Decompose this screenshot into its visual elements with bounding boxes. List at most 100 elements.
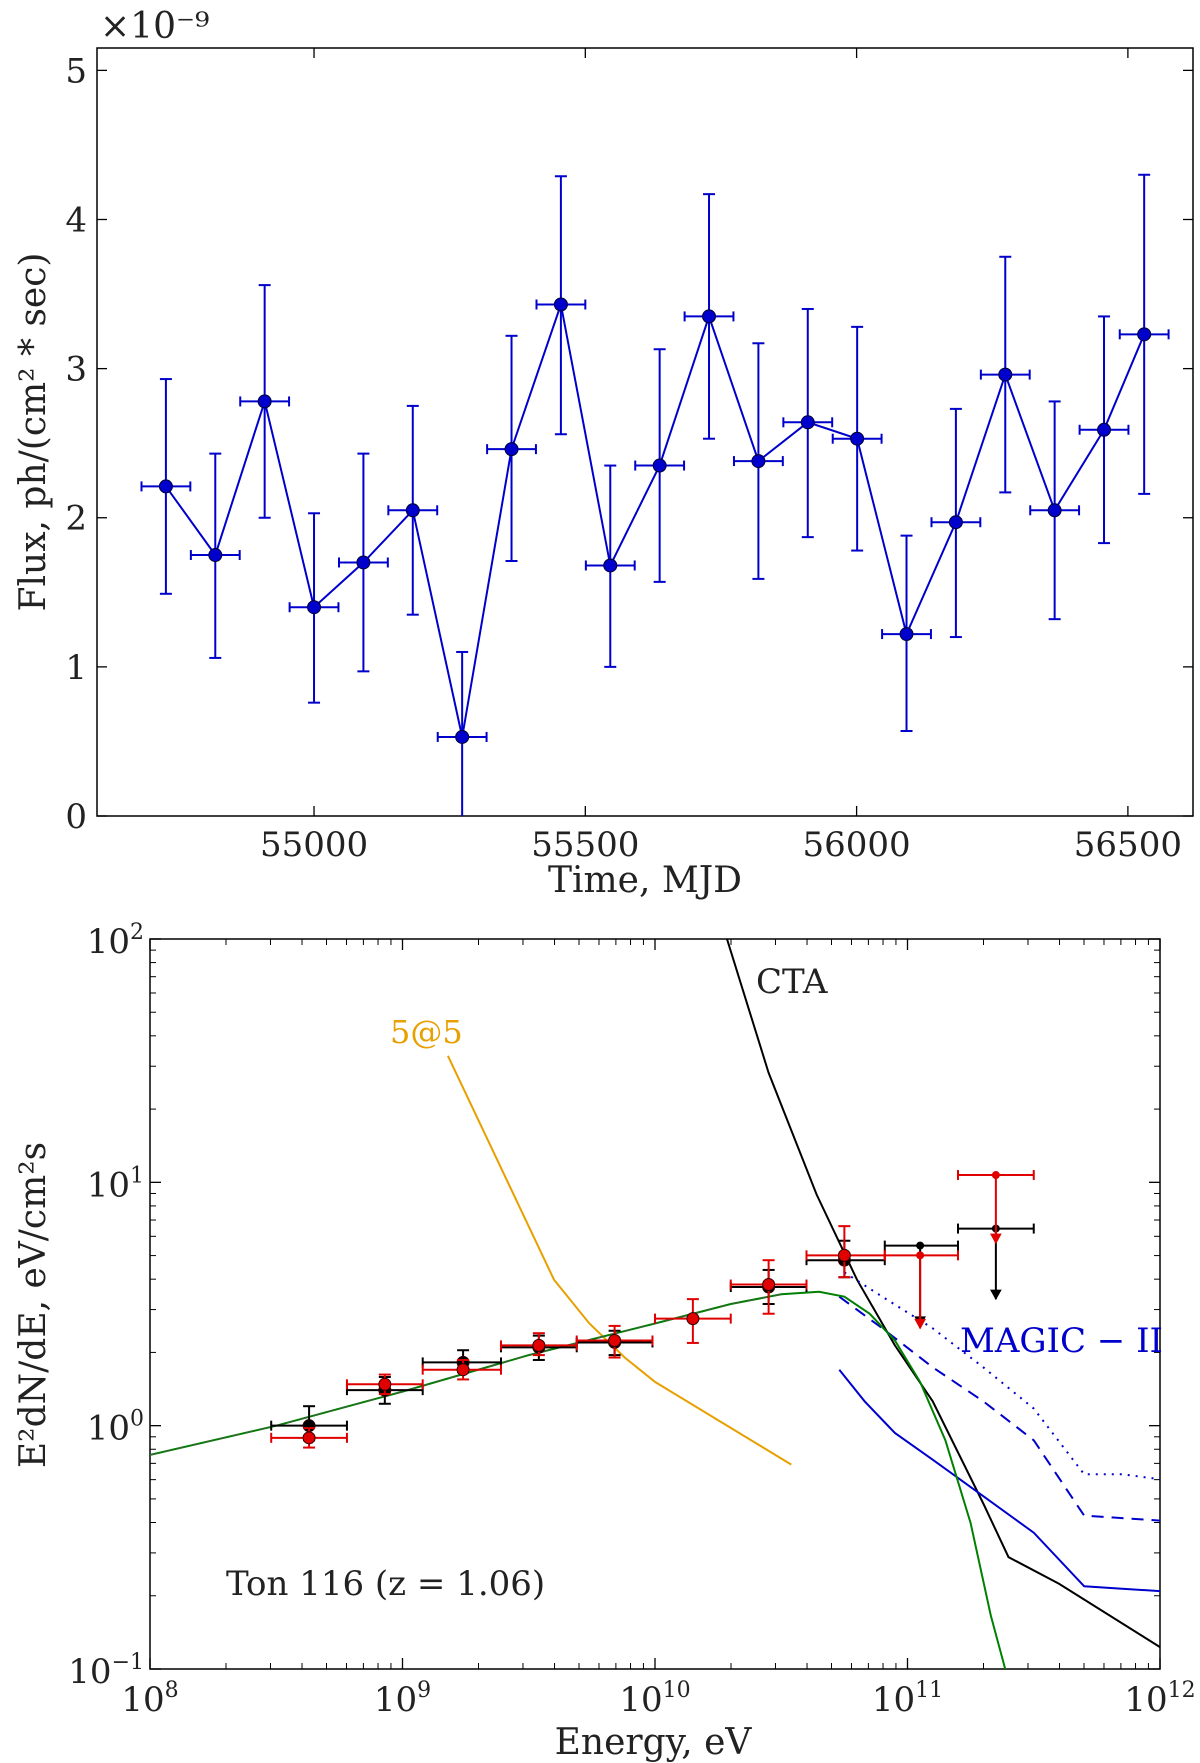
lightcurve-point <box>979 255 1031 494</box>
lightcurve-marker <box>948 515 963 530</box>
sed-data-points <box>270 1170 1035 1449</box>
y-tick-label: 1 <box>65 648 87 688</box>
magic-ii-dotted-curve <box>843 1271 1160 1481</box>
cta-label: CTA <box>756 962 828 1002</box>
x-tick-label: 1012 <box>1124 1678 1195 1720</box>
y-tick-label: 102 <box>87 920 144 962</box>
lightcurve-marker <box>899 627 914 642</box>
lightcurve-marker <box>850 431 865 446</box>
sed-marker <box>916 1251 925 1260</box>
sed-marker <box>608 1334 622 1347</box>
lightcurve-y-axis-label: Flux, ph/(cm² * sec) <box>13 253 54 612</box>
upper-limit-arrow <box>914 1318 926 1330</box>
lightcurve-marker <box>603 558 618 573</box>
x-tick-label: 55500 <box>531 825 639 865</box>
magic-label: MAGIC − II <box>960 1321 1163 1361</box>
sed-point <box>270 1405 348 1442</box>
x-tick-label: 108 <box>121 1678 178 1720</box>
sed-point <box>654 1298 732 1344</box>
lightcurve-point <box>881 534 932 732</box>
lightcurve-ticks <box>97 48 1193 817</box>
lightcurve-marker <box>257 394 272 409</box>
x-tick-label: 55000 <box>260 825 368 865</box>
x-tick-label: 109 <box>374 1678 431 1720</box>
lightcurve-point <box>189 452 241 659</box>
upper-limit-arrow <box>990 1289 1002 1301</box>
lightcurve-point <box>683 193 735 440</box>
sed-marker <box>916 1241 925 1250</box>
lightcurve-point <box>831 325 883 552</box>
lightcurve-marker <box>702 309 717 324</box>
sed-marker <box>302 1431 316 1445</box>
lightcurve-point <box>387 404 439 616</box>
lightcurve-marker <box>1137 327 1152 342</box>
lightcurve-point <box>930 407 982 639</box>
sed-point <box>883 1250 959 1330</box>
y-tick-label: 4 <box>65 200 87 240</box>
lightcurve-axes-frame <box>96 47 1194 817</box>
y-tick-label: 0 <box>65 797 87 837</box>
lightcurve-marker <box>307 600 322 615</box>
lightcurve-point <box>732 342 784 580</box>
sed-marker <box>456 1363 470 1377</box>
magic-ii-solid-curve <box>838 1369 1160 1593</box>
y-tick-label: 10−1 <box>68 1650 144 1692</box>
x-tick-label: 1011 <box>872 1678 943 1720</box>
lightcurve-marker <box>1097 422 1112 437</box>
sed-tick-labels: 108 109 1010 1011 1012 10−1 100 101 102 <box>68 920 1195 1720</box>
sed-marker <box>762 1278 776 1292</box>
upper-limit-arrow <box>990 1233 1002 1245</box>
lightcurve-point <box>486 334 537 562</box>
sed-marker <box>991 1171 1000 1180</box>
source-label: Ton 116 (z = 1.06) <box>226 1564 545 1604</box>
y-tick-label: 101 <box>87 1163 144 1205</box>
x-tick-label: 56000 <box>803 825 911 865</box>
lightcurve-point <box>288 512 340 704</box>
lightcurve-tick-labels: 55000 55500 56000 56500 0 1 2 3 4 5 <box>65 51 1182 865</box>
sed-point <box>575 1324 654 1359</box>
lightcurve-point <box>1118 173 1170 495</box>
lightcurve-point <box>1029 400 1081 621</box>
lightcurve-marker <box>356 555 371 570</box>
lightcurve-y-multiplier: ×10⁻⁹ <box>100 6 209 47</box>
sed-point <box>957 1170 1035 1245</box>
sed-point <box>729 1259 808 1315</box>
sed-marker <box>378 1377 392 1391</box>
lightcurve-point <box>337 452 389 673</box>
lightcurve-marker <box>998 367 1013 382</box>
sed-y-axis-label: E²dN/dE, eV/cm²s <box>13 1142 54 1468</box>
lightcurve-marker <box>158 479 173 494</box>
lightcurve-marker <box>455 729 470 744</box>
sed-marker <box>686 1312 700 1326</box>
sed-point <box>345 1373 424 1396</box>
sed-marker <box>837 1248 851 1262</box>
lightcurve-marker <box>751 454 766 469</box>
sed-ticks <box>149 938 1161 1670</box>
lightcurve-point <box>782 307 834 539</box>
lightcurve-marker <box>652 458 667 473</box>
lightcurve-point <box>140 378 192 595</box>
lightcurve-marker <box>800 415 815 430</box>
sed-point <box>270 1427 348 1449</box>
lightcurve-point <box>584 464 636 668</box>
sed-marker <box>532 1338 546 1352</box>
sed-point <box>421 1358 502 1381</box>
x-tick-label: 1010 <box>619 1678 690 1720</box>
lightcurve-x-axis-label: Time, MJD <box>548 860 742 901</box>
lightcurve-marker <box>553 297 568 312</box>
lightcurve-point <box>535 175 587 436</box>
y-tick-label: 100 <box>87 1407 144 1449</box>
x-tick-label: 56500 <box>1074 825 1182 865</box>
sed-point <box>499 1332 578 1357</box>
lightcurve-panel: 55000 55500 56000 56500 0 1 2 3 4 5 ×10⁻⁹ Time, M… <box>13 6 1194 901</box>
lightcurve-marker <box>405 503 420 518</box>
y-tick-label: 2 <box>65 499 87 539</box>
lightcurve-marker <box>208 548 223 563</box>
lightcurve-series <box>140 173 1170 816</box>
lightcurve-point <box>1078 315 1130 545</box>
y-tick-label: 3 <box>65 350 87 390</box>
lightcurve-point <box>239 284 291 519</box>
y-tick-label: 5 <box>65 51 87 91</box>
sed-x-axis-label: Energy, eV <box>555 1722 753 1763</box>
